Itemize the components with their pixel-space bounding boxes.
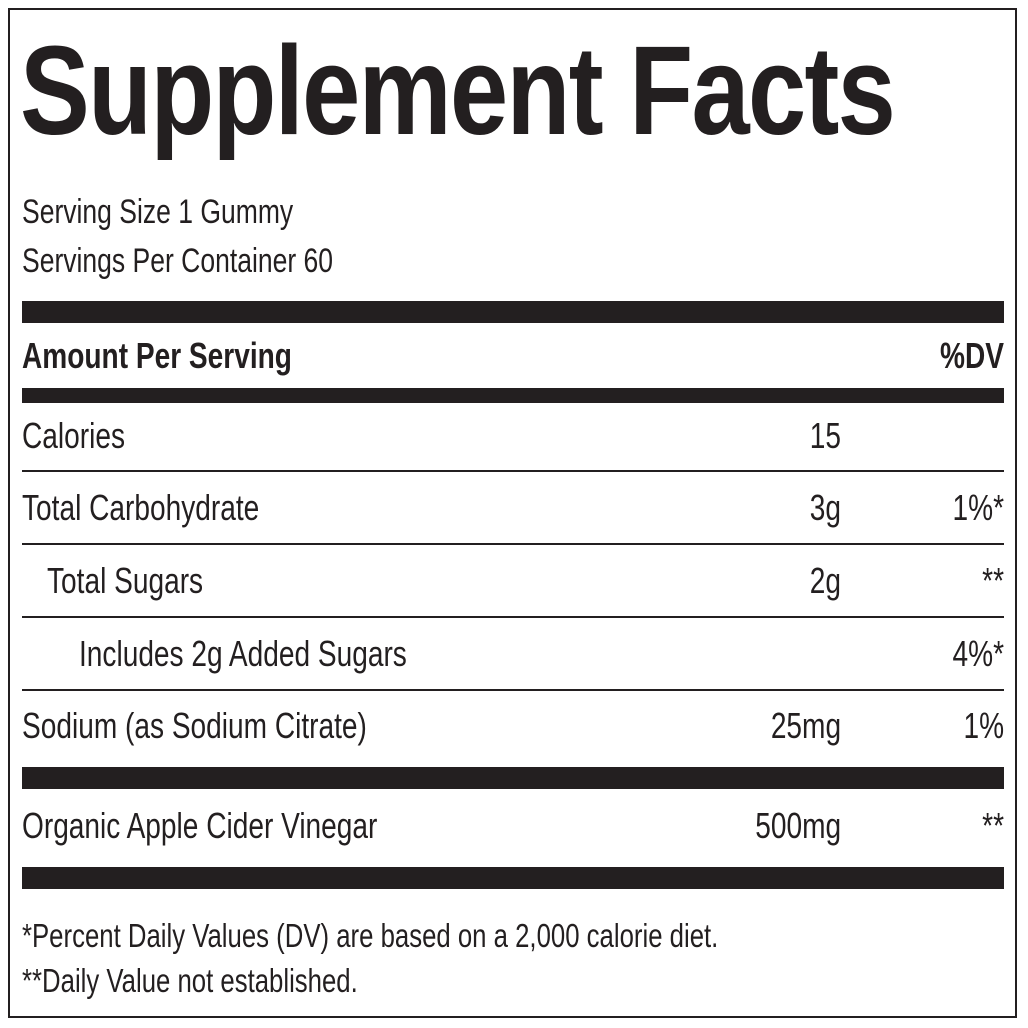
thick-divider bbox=[22, 767, 1004, 789]
serving-size: Serving Size 1 Gummy bbox=[22, 193, 294, 231]
row-dv-added-sugars: 4%* bbox=[952, 633, 1004, 674]
row-label-total-carbohydrate: Total Carbohydrate bbox=[22, 487, 260, 528]
footnote-percent-dv: *Percent Daily Values (DV) are based on … bbox=[22, 917, 719, 954]
thick-divider bbox=[22, 301, 1004, 323]
row-label-calories: Calories bbox=[22, 415, 125, 456]
row-dv-apple-cider-vinegar: ** bbox=[982, 805, 1004, 846]
row-amount-calories: 15 bbox=[809, 415, 841, 456]
row-divider bbox=[22, 543, 1004, 545]
dv-header: %DV bbox=[940, 335, 1004, 376]
row-label-apple-cider-vinegar: Organic Apple Cider Vinegar bbox=[22, 805, 378, 846]
row-label-sodium: Sodium (as Sodium Citrate) bbox=[22, 705, 367, 746]
row-amount-sodium: 25mg bbox=[770, 705, 841, 746]
row-label-added-sugars: Includes 2g Added Sugars bbox=[79, 633, 407, 674]
thick-divider bbox=[22, 867, 1004, 889]
row-amount-total-sugars: 2g bbox=[809, 560, 841, 601]
row-dv-total-carbohydrate: 1%* bbox=[952, 487, 1004, 528]
supplement-facts-panel bbox=[8, 8, 1017, 1018]
row-dv-sodium: 1% bbox=[963, 705, 1004, 746]
row-amount-total-carbohydrate: 3g bbox=[809, 487, 841, 528]
row-amount-apple-cider-vinegar: 500mg bbox=[755, 805, 841, 846]
row-divider bbox=[22, 616, 1004, 618]
row-dv-total-sugars: ** bbox=[982, 560, 1004, 601]
panel-title: Supplement Facts bbox=[20, 20, 896, 161]
amount-per-serving-header: Amount Per Serving bbox=[22, 335, 292, 376]
servings-per-container: Servings Per Container 60 bbox=[22, 242, 334, 280]
row-divider bbox=[22, 689, 1004, 691]
footnote-dv-not-established: **Daily Value not established. bbox=[22, 962, 358, 999]
row-divider bbox=[22, 470, 1004, 472]
row-label-total-sugars: Total Sugars bbox=[47, 560, 204, 601]
medium-divider bbox=[22, 388, 1004, 403]
